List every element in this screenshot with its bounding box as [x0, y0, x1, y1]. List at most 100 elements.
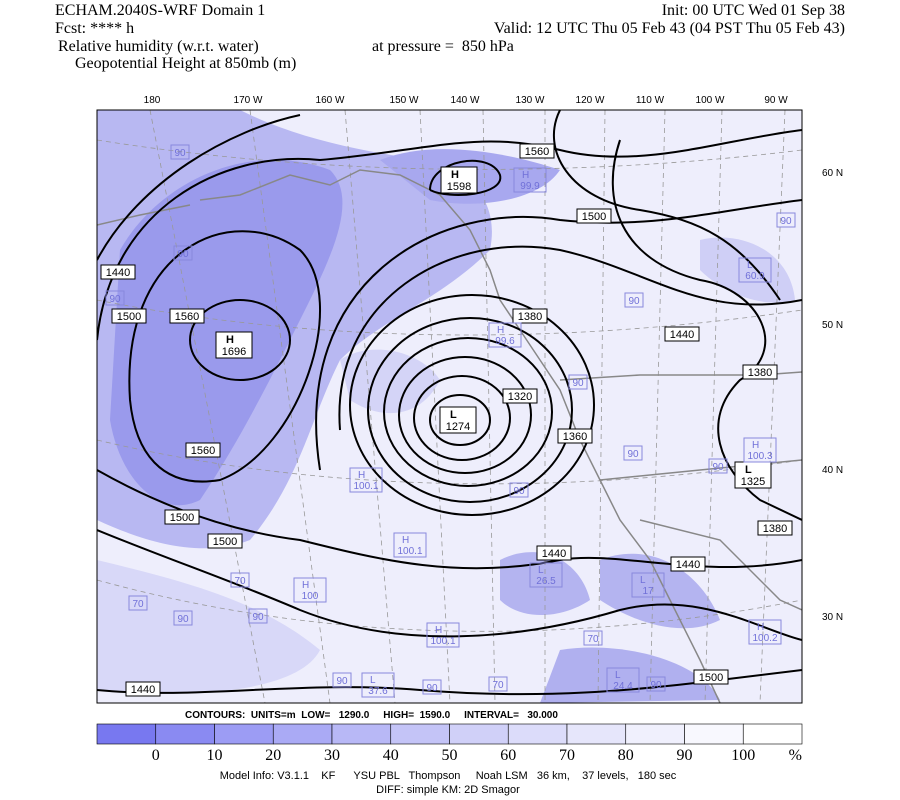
- longitude-label: 120 W: [576, 95, 605, 106]
- map-axes: 180 170 W 160 W 150 W 140 W 130 W 120 W 110 W 10…: [144, 95, 843, 623]
- rh-label-box: [128, 595, 148, 611]
- rh-center-box: [529, 562, 563, 588]
- rh-center-value: 37.6: [368, 686, 388, 697]
- colorbar-swatch: [507, 723, 568, 745]
- colorbar-swatch: [96, 723, 157, 745]
- contour-label: 1500: [117, 311, 141, 323]
- colorbar-swatch: [566, 723, 627, 745]
- colorbar-label: 70: [559, 747, 575, 764]
- contour-label: 1320: [508, 391, 532, 403]
- rh-center-box: [606, 667, 640, 693]
- rh-label-box: [173, 245, 193, 261]
- rh-center-box: [349, 467, 383, 493]
- contour-label: 1380: [518, 311, 542, 323]
- rh-label-box: [173, 610, 193, 626]
- colorbar-label: 40: [383, 747, 399, 764]
- header: ECHAM.2040S-WRF Domain 1 Fcst: **** h Re…: [55, 2, 845, 72]
- contour-label-box: [185, 442, 221, 458]
- rh-center-box: [393, 532, 427, 558]
- contour-label-box: [693, 669, 729, 685]
- colorbar-swatch: [331, 723, 392, 745]
- rh-center-box: [361, 672, 395, 698]
- map-frame: [96, 109, 803, 704]
- rh-label: 90: [572, 378, 584, 389]
- rh-center-kind: L: [747, 260, 753, 271]
- longitude-label: 90 W: [764, 95, 788, 106]
- latitude-label: 50 N: [822, 320, 843, 331]
- rh-center-box: [513, 167, 547, 193]
- rh-center-value: 100: [302, 591, 319, 602]
- colorbar-label: 90: [677, 747, 693, 764]
- longitude-label: 150 W: [390, 95, 419, 106]
- contour-label-box: [100, 264, 136, 280]
- rh-center-kind: H: [402, 535, 409, 546]
- rh-center-value: 17: [642, 586, 654, 597]
- colorbar-swatch: [272, 723, 333, 745]
- rh-label-box: [488, 676, 508, 692]
- colorbar-label: 80: [618, 747, 634, 764]
- contour-label-box: [742, 364, 778, 380]
- rh-label-box: [776, 212, 796, 228]
- rh-label: 90: [252, 612, 264, 623]
- rh-center-kind: H: [752, 440, 759, 451]
- coastlines: [97, 169, 802, 703]
- rh-center-kind: H: [522, 170, 529, 181]
- rh-center-value: 100.1: [397, 546, 422, 557]
- colorbar-swatch: [625, 723, 685, 745]
- contour-label: 1560: [191, 445, 215, 457]
- rh-center-value: 99.6: [495, 336, 515, 347]
- contour-label: 1440: [676, 559, 700, 571]
- footer-line: DIFF: simple KM: 2D Smagor: [376, 784, 520, 796]
- rh-center-box: [743, 437, 777, 463]
- rh-center-kind: L: [615, 670, 621, 681]
- colorbar-label: 10: [207, 747, 223, 764]
- rh-label: 90: [513, 486, 525, 497]
- longitude-label: 130 W: [516, 95, 545, 106]
- rh-label-box: [422, 679, 442, 695]
- center-value: 1598: [447, 181, 471, 193]
- latitude-label: 60 N: [822, 168, 843, 179]
- rh-center-box: [631, 572, 665, 598]
- contour-label-box: [502, 388, 538, 404]
- rh-center-box: [738, 257, 772, 283]
- header-line: Relative humidity (w.r.t. water): [58, 38, 259, 55]
- rh-label-box: [332, 672, 352, 688]
- rh-label: 70: [492, 680, 504, 691]
- rh-label: 90: [109, 294, 121, 305]
- rh-label-box: [623, 445, 643, 461]
- contour-label-box: [519, 143, 555, 159]
- rh-label-box: [509, 482, 529, 498]
- rh-center-box: [426, 622, 460, 648]
- colorbar-label: 100: [731, 747, 755, 764]
- map: 1560 1500 1440 1500 1560 1380 1440 1380 1320 1360…: [97, 110, 802, 703]
- contour-label: 1440: [542, 548, 566, 560]
- rh-label-box: [583, 630, 603, 646]
- contour-label-box: [164, 509, 200, 525]
- colorbar-swatch: [742, 723, 803, 745]
- header-line: Fcst: **** h: [55, 20, 134, 37]
- header-line: Geopotential Height at 850mb (m): [75, 55, 296, 72]
- longitude-label: 140 W: [451, 95, 480, 106]
- height-contours: [97, 110, 802, 696]
- rh-center-value: 26.5: [536, 576, 556, 587]
- contour-label-box: [536, 545, 572, 561]
- colorbar-label: 60: [500, 747, 516, 764]
- colorbar: 0 10 20 30 40 50 60 70 80 90 100%: [96, 723, 803, 764]
- rh-center-value: 100.2: [752, 633, 777, 644]
- rh-label: 90: [627, 449, 639, 460]
- rh-label: 90: [177, 249, 189, 260]
- rh-label-box: [708, 458, 728, 474]
- contour-label-box: [557, 428, 593, 444]
- header-line: Init: 00 UTC Wed 01 Sep 38: [662, 2, 845, 19]
- contour-label: 1440: [131, 684, 155, 696]
- rh-label: 90: [628, 296, 640, 307]
- center-box: [215, 331, 253, 359]
- rh-label-box: [624, 292, 644, 308]
- colorbar-label: 50: [442, 747, 458, 764]
- longitude-label: 180: [144, 95, 161, 106]
- rh-label-box: [105, 290, 125, 306]
- rh-center-box: [488, 322, 522, 348]
- rh-label: 70: [234, 576, 246, 587]
- center-kind: H: [226, 334, 234, 346]
- contour-label-box: [670, 556, 706, 572]
